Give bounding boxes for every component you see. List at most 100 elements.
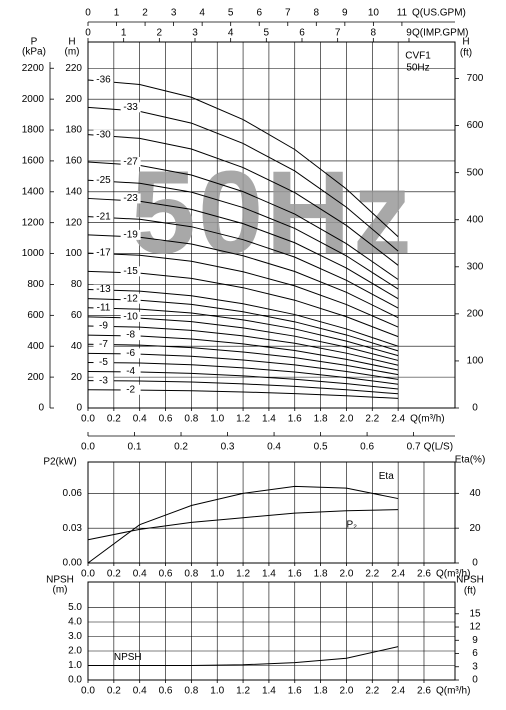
label-background xyxy=(120,366,141,377)
x4-axis-label: Q(L/S) xyxy=(424,442,453,453)
label-background xyxy=(120,311,141,322)
y3-tick-label: 800 xyxy=(27,279,44,290)
y-tick-label: 1.0 xyxy=(68,660,82,671)
curve-label: -5 xyxy=(99,357,108,368)
y2-axis-label: (ft) xyxy=(464,586,476,597)
x-tick-label: 2.2 xyxy=(365,414,379,425)
y3-axis-label: P xyxy=(31,37,38,48)
curve xyxy=(87,79,399,238)
x-tick-label: 0.6 xyxy=(159,686,173,697)
x-tick-label: 1.6 xyxy=(288,569,302,580)
x-tick-label: 0.2 xyxy=(107,569,121,580)
curve-label: -9 xyxy=(99,321,108,332)
y2-tick-label: 400 xyxy=(467,214,484,225)
x-tick-label: 0.2 xyxy=(107,414,121,425)
model-label: CVF1 xyxy=(405,51,431,62)
y-tick-label: 0.0 xyxy=(68,675,82,686)
series-label: NPSH xyxy=(114,652,142,663)
curve xyxy=(87,380,399,395)
y2-tick-label: 700 xyxy=(467,73,484,84)
y3-tick-label: 1000 xyxy=(22,248,45,259)
y-tick-label: 0 xyxy=(76,403,82,414)
x-tick-label: 2.6 xyxy=(417,686,431,697)
x2-tick-label: 0 xyxy=(85,8,91,19)
x-axis-label: Q(m³/h) xyxy=(410,414,444,425)
curve-label: -33 xyxy=(123,102,138,113)
x-tick-label: 1.4 xyxy=(262,414,276,425)
x4-tick-label: 0.5 xyxy=(314,442,328,453)
y-tick-label: 160 xyxy=(65,156,82,167)
y-tick-label: 220 xyxy=(65,63,82,74)
x-tick-label: 1.2 xyxy=(236,414,250,425)
curve xyxy=(87,343,399,376)
y3-tick-label: 200 xyxy=(27,372,44,383)
curve-label: -12 xyxy=(123,293,138,304)
x-tick-label: 0.0 xyxy=(81,686,95,697)
y-tick-label: 2.0 xyxy=(68,646,82,657)
label-background xyxy=(93,129,114,140)
curve-label: -15 xyxy=(123,266,138,277)
label-background xyxy=(120,384,141,395)
y-tick-label: 200 xyxy=(65,94,82,105)
x2-tick-label: 7 xyxy=(285,8,291,19)
y2-tick-label: 300 xyxy=(467,261,484,272)
label-background xyxy=(93,248,114,259)
y2-axis-label: NPSH xyxy=(456,575,484,586)
y-tick-label: 4.0 xyxy=(68,617,82,628)
x-tick-label: 0.4 xyxy=(133,686,147,697)
x-tick-label: 0.6 xyxy=(159,414,173,425)
curve xyxy=(87,307,399,357)
curve xyxy=(87,216,399,309)
y-tick-label: 5.0 xyxy=(68,602,82,613)
frequency-label: 50Hz xyxy=(406,63,429,74)
x4-tick-label: 0.2 xyxy=(174,442,188,453)
y2-tick-label: 600 xyxy=(467,120,484,131)
x2-tick-label: 6 xyxy=(256,8,262,19)
x2-tick-label: 10 xyxy=(368,8,380,19)
x3-tick-label: 2 xyxy=(157,28,163,39)
y2-tick-label: 200 xyxy=(467,309,484,320)
curve-label: -8 xyxy=(126,330,135,341)
y3-tick-label: 400 xyxy=(27,341,44,352)
y2-axis-label: Eta(%) xyxy=(455,455,486,466)
y-axis-label: P2(kW) xyxy=(43,457,76,468)
y3-tick-label: 600 xyxy=(27,310,44,321)
x3-tick-label: 5 xyxy=(264,28,270,39)
curve-label: -21 xyxy=(96,211,111,222)
x-tick-label: 1.2 xyxy=(236,686,250,697)
curve-label: -7 xyxy=(99,339,108,350)
curve-label: -17 xyxy=(96,248,111,259)
y3-tick-label: 1800 xyxy=(22,125,45,136)
label-background xyxy=(93,211,114,222)
y-tick-label: 3.0 xyxy=(68,631,82,642)
y2-tick-label: 15 xyxy=(469,608,481,619)
x-tick-label: 2.4 xyxy=(391,686,405,697)
x-tick-label: 1.4 xyxy=(262,686,276,697)
y2-tick-label: 100 xyxy=(467,356,484,367)
x-tick-label: 0.8 xyxy=(184,686,198,697)
x-tick-label: 0.2 xyxy=(107,686,121,697)
x-tick-label: 2.4 xyxy=(391,569,405,580)
y3-tick-label: 0 xyxy=(38,403,44,414)
curve-label: -25 xyxy=(96,175,111,186)
x-tick-label: 2.0 xyxy=(339,414,353,425)
y-tick-label: 180 xyxy=(65,125,82,136)
x4-tick-label: 0.0 xyxy=(81,442,95,453)
x3-tick-label: 1 xyxy=(121,28,127,39)
label-background xyxy=(120,293,141,304)
label-background xyxy=(93,375,114,386)
x-tick-label: 1.4 xyxy=(262,569,276,580)
x2-tick-label: 1 xyxy=(114,8,120,19)
y3-tick-label: 2000 xyxy=(22,94,45,105)
y3-tick-label: 2200 xyxy=(22,63,45,74)
x-tick-label: 1.8 xyxy=(314,414,328,425)
x-tick-label: 1.8 xyxy=(314,569,328,580)
x3-tick-label: 6 xyxy=(299,28,305,39)
curve-label: -19 xyxy=(123,230,138,241)
curve xyxy=(87,134,399,266)
x4-tick-label: 0.7 xyxy=(407,442,421,453)
x-axis-label: Q(m³/h) xyxy=(436,569,470,580)
y-tick-label: 100 xyxy=(65,248,82,259)
y2-tick-label: 20 xyxy=(469,523,481,534)
